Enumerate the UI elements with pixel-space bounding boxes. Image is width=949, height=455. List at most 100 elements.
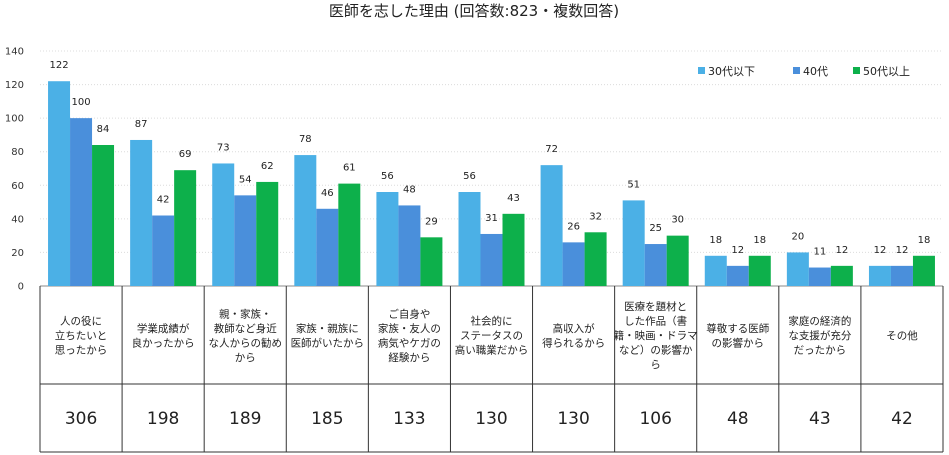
category-label: 家族・親族に [296,322,359,335]
bar [256,181,279,286]
bar [338,183,361,286]
bar [316,208,339,286]
total-value: 106 [639,409,671,429]
category-label: 親・家族・ [219,307,272,320]
legend-label: 40代 [803,65,828,78]
total-value: 43 [809,409,831,429]
category-label: ら [650,359,661,371]
category-label: の影響から [712,336,765,349]
bar [212,163,235,286]
category-label: 立ちたいと [55,329,108,342]
data-label: 62 [261,161,274,172]
data-label: 29 [425,216,438,227]
bar [808,267,831,286]
category-label: 経験から [388,351,430,364]
bar [420,237,443,286]
y-tick-label: 80 [11,147,24,158]
y-tick-label: 120 [5,80,24,91]
bar [584,232,607,286]
category-label: その他 [886,329,918,342]
bar [130,139,153,286]
category-label: 社会的に [471,315,513,328]
bar [666,235,689,286]
data-label: 20 [791,231,804,242]
category-label: ご自身や [388,307,430,320]
category-label: など）の影響か [619,344,693,357]
bar [540,165,563,286]
bar [502,213,525,286]
data-label: 87 [135,119,148,130]
bar [912,255,935,286]
chart-title: 医師を志した理由 (回答数:823・複数回答) [329,2,619,20]
total-value: 42 [891,409,913,429]
bar [48,81,71,286]
legend-label: 30代以下 [708,65,755,78]
legend-swatch [698,67,705,74]
data-label: 43 [507,193,520,204]
y-tick-label: 0 [18,282,24,293]
data-label: 25 [649,223,662,234]
data-label: 72 [545,144,558,155]
category-label: 医療を題材と [624,300,687,313]
category-label: から [235,352,256,364]
data-label: 56 [381,171,394,182]
category-label: 医師がいたから [291,336,365,349]
data-label: 12 [874,245,887,256]
category-label: 家庭の経済的 [788,315,851,328]
bar [398,205,421,286]
category-label: な支援が充分 [788,329,851,342]
data-label: 48 [403,184,416,195]
data-label: 26 [567,221,580,232]
data-label: 46 [321,188,334,199]
category-label: 尊敬する医師 [706,322,769,335]
data-label: 30 [671,215,684,226]
category-label: 籍・映画・ドラマ [614,329,698,342]
data-label: 56 [463,171,476,182]
bar [458,192,481,286]
category-label: ステータスの [460,330,523,342]
category-label: 家族・友人の [378,322,441,335]
data-label: 51 [627,179,640,190]
y-axis: 0 20 40 60 80 100 120 140 [5,47,24,293]
bar [480,233,503,286]
data-label: 100 [71,97,90,108]
y-tick-label: 20 [11,248,24,259]
data-label: 18 [918,235,931,246]
total-value: 130 [475,409,507,429]
bar [644,244,667,286]
data-label: 31 [485,213,498,224]
category-label: 教師など身近 [214,322,277,335]
y-tick-label: 100 [5,114,24,125]
category-label: 得られるから [542,337,605,349]
bar [622,200,645,286]
bar [152,215,175,286]
y-tick-label: 60 [11,181,24,192]
bar [726,265,749,286]
category-label: だったから [794,345,847,357]
data-label: 18 [753,235,766,246]
total-value: 198 [147,409,179,429]
bar [376,192,399,286]
total-value: 189 [229,409,261,429]
data-label: 32 [589,211,602,222]
category-label: 高収入が [553,322,595,335]
data-label: 18 [709,235,722,246]
bar [704,255,727,286]
y-tick-label: 140 [5,47,24,58]
total-value: 130 [557,409,589,429]
legend-label: 50代以上 [863,65,910,78]
bar [748,255,771,286]
y-tick-label: 40 [11,214,24,225]
data-label: 12 [731,245,744,256]
category-label: な人からの勧め [208,336,282,349]
bars: 122 100 84 87 42 69 73 54 62 78 46 61 56 48 29 56 31 43 72… [48,60,935,287]
category-label: 学業成績が [137,322,190,335]
data-label: 73 [217,142,230,153]
data-label: 122 [49,60,68,71]
bar [562,242,585,286]
data-label: 78 [299,134,312,145]
bar [890,265,913,286]
category-label: 病気やケガの [378,336,441,349]
